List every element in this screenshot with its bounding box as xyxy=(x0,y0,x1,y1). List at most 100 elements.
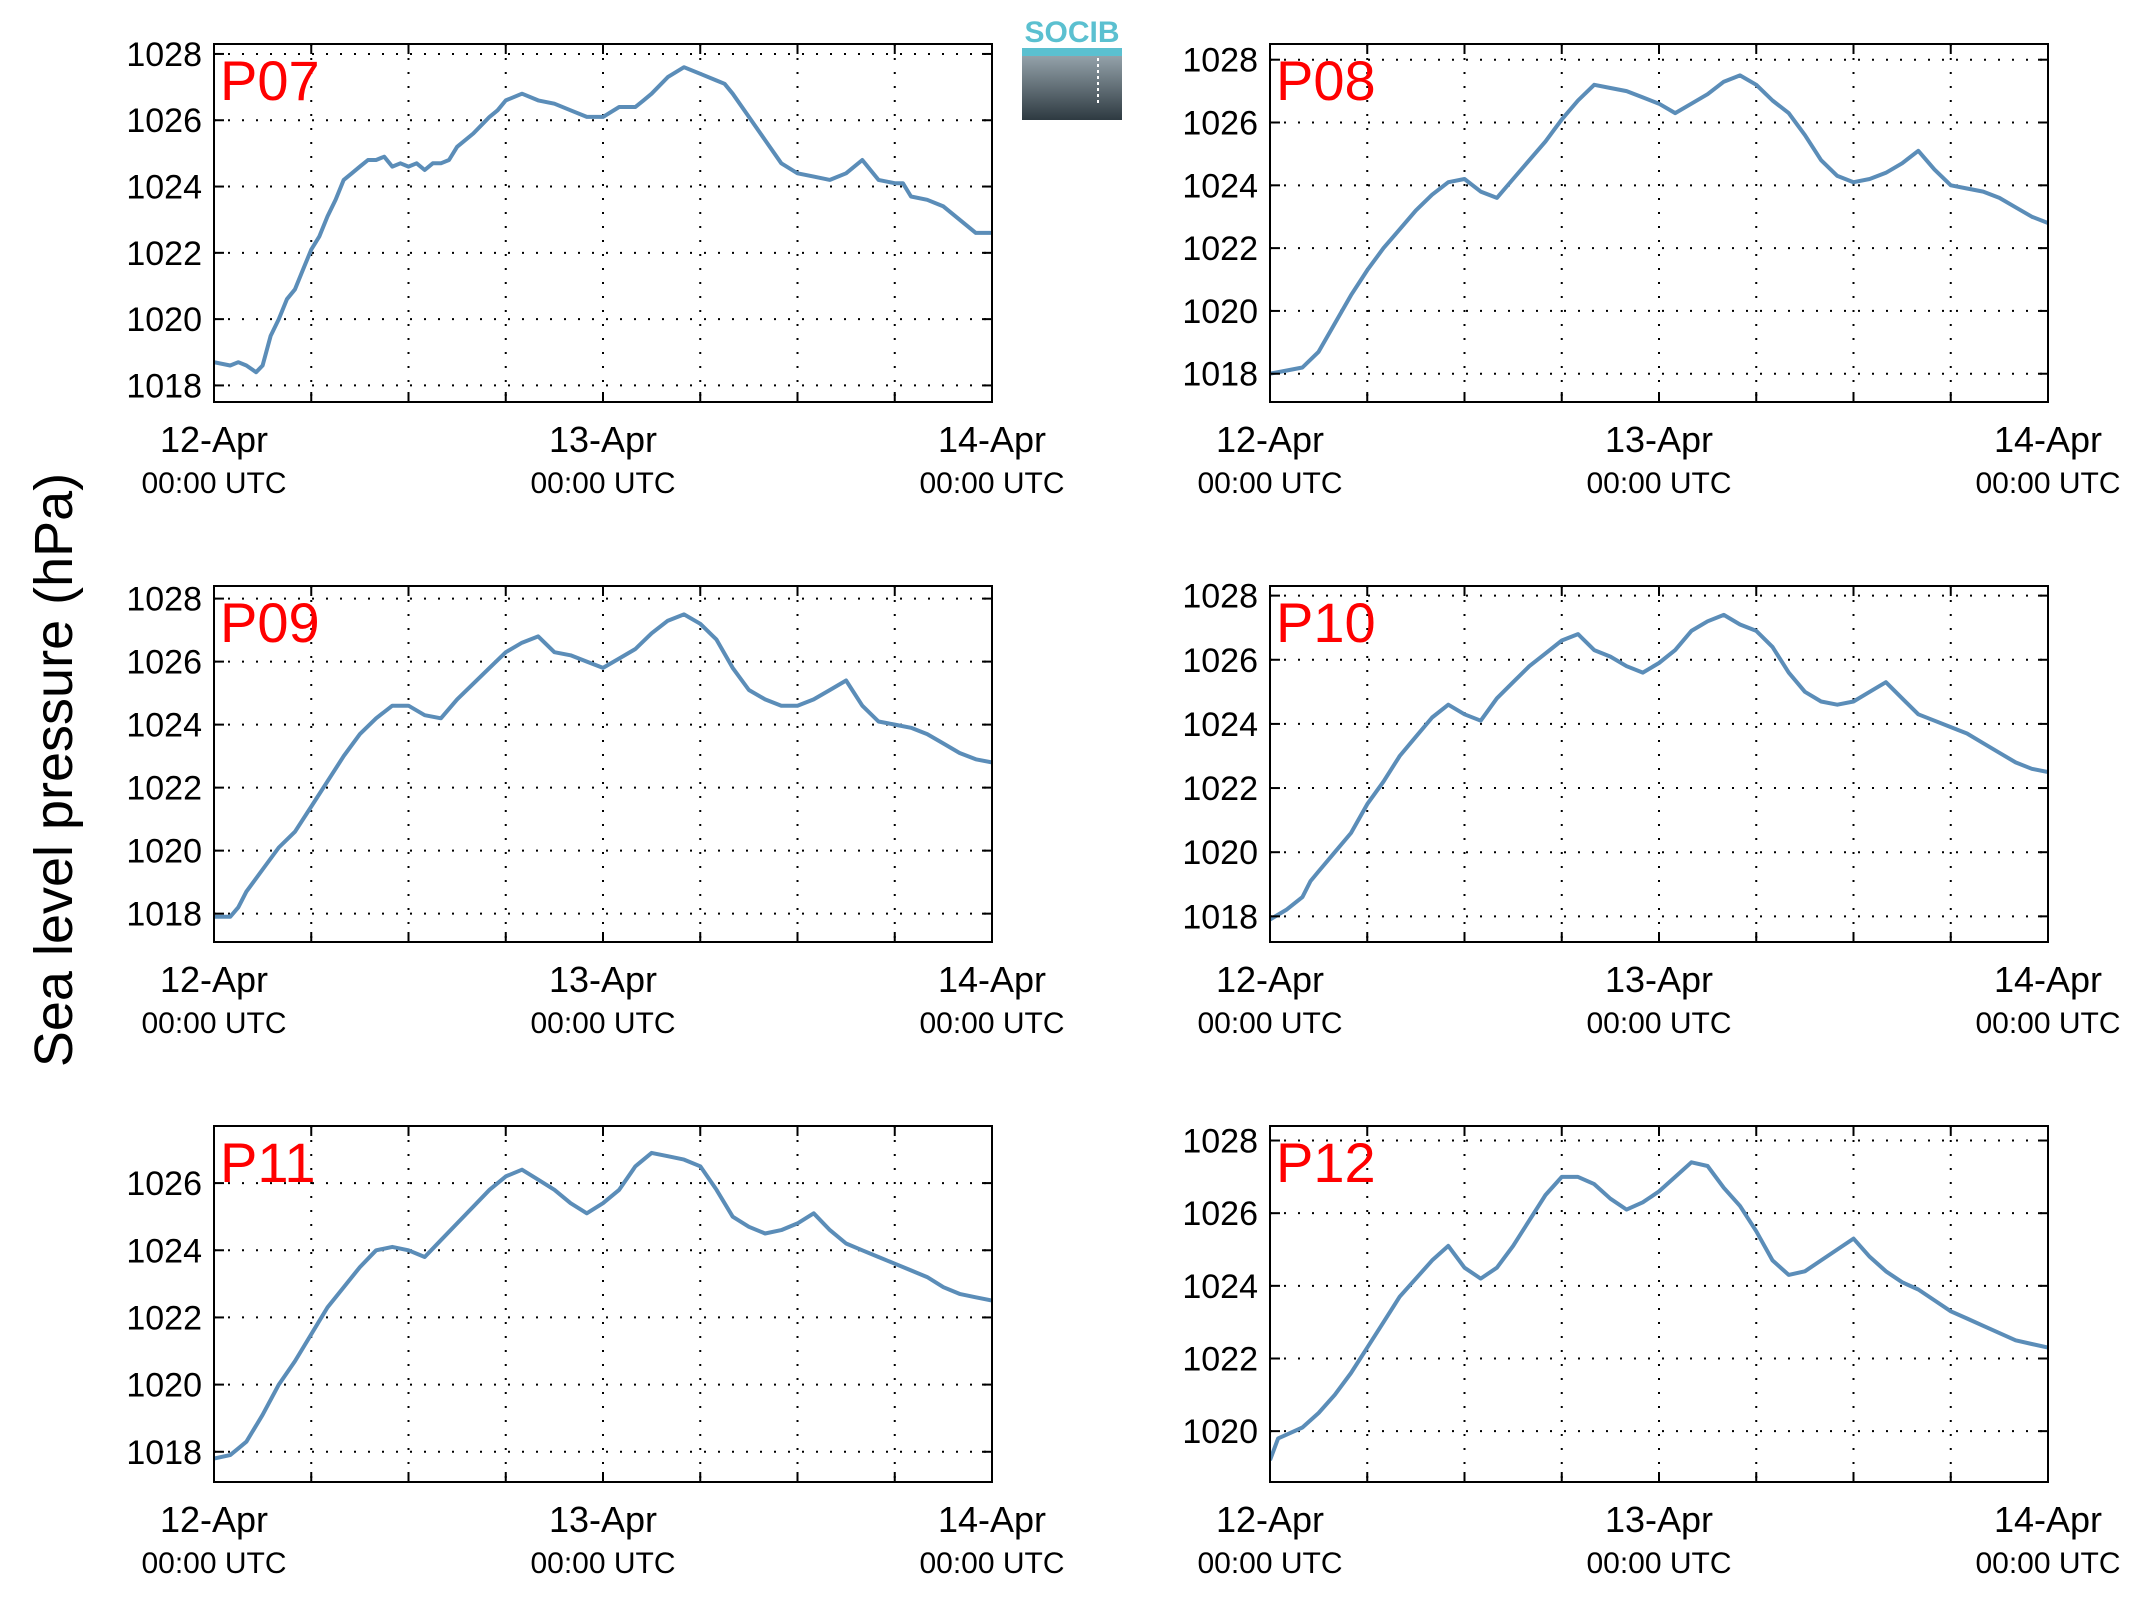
x-tick-label-time: 00:00 UTC xyxy=(141,467,286,500)
x-tick-label-date: 13-Apr xyxy=(1605,959,1713,1000)
y-axis-label: Sea level pressure (hPa) xyxy=(24,473,84,1067)
x-tick-label-time: 00:00 UTC xyxy=(1197,467,1342,500)
chart-panel-p10: 1018 1020 1022 1024 1026 1028 12-Apr 00:00 UTC 1… xyxy=(1182,578,2120,1040)
series-line-p08 xyxy=(1270,73,2048,376)
x-tick-label-date: 14-Apr xyxy=(1994,1499,2102,1540)
x-tick-label-time: 00:00 UTC xyxy=(141,1007,286,1040)
x-tick-label-time: 00:00 UTC xyxy=(1975,467,2120,500)
x-tick-label-date: 12-Apr xyxy=(160,1499,268,1540)
socib-logo: SOCIB xyxy=(1022,16,1122,120)
panel-label: P12 xyxy=(1276,1131,1376,1194)
x-tick-label-time: 00:00 UTC xyxy=(141,1547,286,1580)
x-tick-label-time: 00:00 UTC xyxy=(1586,1547,1731,1580)
y-tick-label: 1026 xyxy=(126,1165,202,1203)
panel-label: P11 xyxy=(220,1131,315,1194)
series-line-p12 xyxy=(1270,1160,2048,1461)
panel-label: P10 xyxy=(1276,591,1376,654)
x-tick-label-date: 14-Apr xyxy=(1994,959,2102,1000)
y-tick-label: 1018 xyxy=(1182,356,1258,394)
x-tick-label-time: 00:00 UTC xyxy=(530,1547,675,1580)
y-tick-label: 1018 xyxy=(1182,898,1258,936)
x-tick-label-time: 00:00 UTC xyxy=(1197,1547,1342,1580)
logo-wave-band xyxy=(1022,48,1122,56)
y-tick-label: 1020 xyxy=(1182,834,1258,872)
chart-panel-p07: 1018 1020 1022 1024 1026 1028 12-Apr 00:00 UTC 1… xyxy=(126,36,1064,500)
panel-label: P08 xyxy=(1276,49,1376,112)
x-tick-label-time: 00:00 UTC xyxy=(530,467,675,500)
chart-panel-p08: 1018 1020 1022 1024 1026 1028 12-Apr 00:00 UTC 1… xyxy=(1182,42,2120,500)
y-tick-label: 1024 xyxy=(126,169,202,207)
logo-gradient-block xyxy=(1022,52,1122,120)
x-tick-label-date: 12-Apr xyxy=(160,959,268,1000)
x-tick-label-date: 14-Apr xyxy=(938,959,1046,1000)
y-tick-label: 1018 xyxy=(126,1434,202,1472)
y-tick-label: 1018 xyxy=(126,896,202,934)
x-tick-label-date: 13-Apr xyxy=(549,1499,657,1540)
panel-label: P07 xyxy=(220,49,320,112)
panel-label: P09 xyxy=(220,591,320,654)
plot-frame xyxy=(213,43,993,403)
series-line-p10 xyxy=(1270,612,2048,922)
plot-frame xyxy=(1269,1125,2049,1483)
y-tick-label: 1028 xyxy=(126,581,202,619)
y-tick-label: 1028 xyxy=(1182,578,1258,616)
y-tick-label: 1028 xyxy=(126,36,202,74)
series-line-p09 xyxy=(214,612,992,919)
y-tick-label: 1026 xyxy=(1182,642,1258,680)
plot-frame xyxy=(1269,43,2049,403)
x-tick-label-date: 13-Apr xyxy=(549,419,657,460)
x-tick-label-time: 00:00 UTC xyxy=(919,1007,1064,1040)
y-tick-label: 1022 xyxy=(1182,1340,1258,1378)
y-tick-label: 1024 xyxy=(126,1232,202,1270)
x-tick-label-time: 00:00 UTC xyxy=(1975,1547,2120,1580)
x-tick-label-date: 13-Apr xyxy=(1605,419,1713,460)
x-tick-label-date: 12-Apr xyxy=(1216,959,1324,1000)
x-tick-label-date: 14-Apr xyxy=(938,1499,1046,1540)
series-line-p11 xyxy=(214,1150,992,1461)
y-tick-label: 1028 xyxy=(1182,1123,1258,1161)
y-tick-label: 1028 xyxy=(1182,42,1258,80)
x-tick-label-time: 00:00 UTC xyxy=(1586,1007,1731,1040)
y-tick-label: 1024 xyxy=(1182,167,1258,205)
y-tick-label: 1024 xyxy=(126,707,202,745)
x-tick-label-time: 00:00 UTC xyxy=(1586,467,1731,500)
x-tick-label-time: 00:00 UTC xyxy=(919,1547,1064,1580)
x-tick-label-date: 13-Apr xyxy=(549,959,657,1000)
y-tick-label: 1026 xyxy=(126,102,202,140)
x-tick-label-time: 00:00 UTC xyxy=(919,467,1064,500)
x-tick-label-date: 12-Apr xyxy=(1216,419,1324,460)
y-tick-label: 1024 xyxy=(1182,1268,1258,1306)
x-tick-label-time: 00:00 UTC xyxy=(1197,1007,1342,1040)
chart-panel-p09: 1018 1020 1022 1024 1026 1028 12-Apr 00:00 UTC 1… xyxy=(126,581,1064,1040)
x-tick-label-time: 00:00 UTC xyxy=(530,1007,675,1040)
x-tick-label-date: 13-Apr xyxy=(1605,1499,1713,1540)
y-tick-label: 1022 xyxy=(126,1299,202,1337)
y-tick-label: 1022 xyxy=(126,235,202,273)
chart-panel-p12: 1020 1022 1024 1026 1028 12-Apr 00:00 UTC 13-Ap… xyxy=(1182,1123,2120,1580)
series-line-p07 xyxy=(214,65,992,375)
y-tick-label: 1020 xyxy=(1182,1413,1258,1451)
x-tick-label-date: 12-Apr xyxy=(160,419,268,460)
y-tick-label: 1026 xyxy=(1182,105,1258,143)
chart-panel-p11: 1018 1020 1022 1024 1026 12-Apr 00:00 UTC 13-Ap… xyxy=(126,1125,1065,1580)
y-tick-label: 1018 xyxy=(126,367,202,405)
y-tick-label: 1026 xyxy=(126,644,202,682)
x-tick-label-date: 14-Apr xyxy=(938,419,1046,460)
plot-frame xyxy=(1269,585,2049,943)
y-tick-label: 1024 xyxy=(1182,706,1258,744)
y-tick-label: 1020 xyxy=(126,1367,202,1405)
x-tick-label-date: 12-Apr xyxy=(1216,1499,1324,1540)
y-tick-label: 1022 xyxy=(1182,770,1258,808)
x-tick-label-date: 14-Apr xyxy=(1994,419,2102,460)
x-tick-label-time: 00:00 UTC xyxy=(1975,1007,2120,1040)
y-tick-label: 1020 xyxy=(1182,293,1258,331)
plot-frame xyxy=(213,585,993,943)
y-tick-label: 1022 xyxy=(126,770,202,808)
y-tick-label: 1026 xyxy=(1182,1195,1258,1233)
logo-text: SOCIB xyxy=(1024,16,1119,49)
y-tick-label: 1020 xyxy=(126,833,202,871)
y-tick-label: 1020 xyxy=(126,301,202,339)
y-tick-label: 1022 xyxy=(1182,230,1258,268)
